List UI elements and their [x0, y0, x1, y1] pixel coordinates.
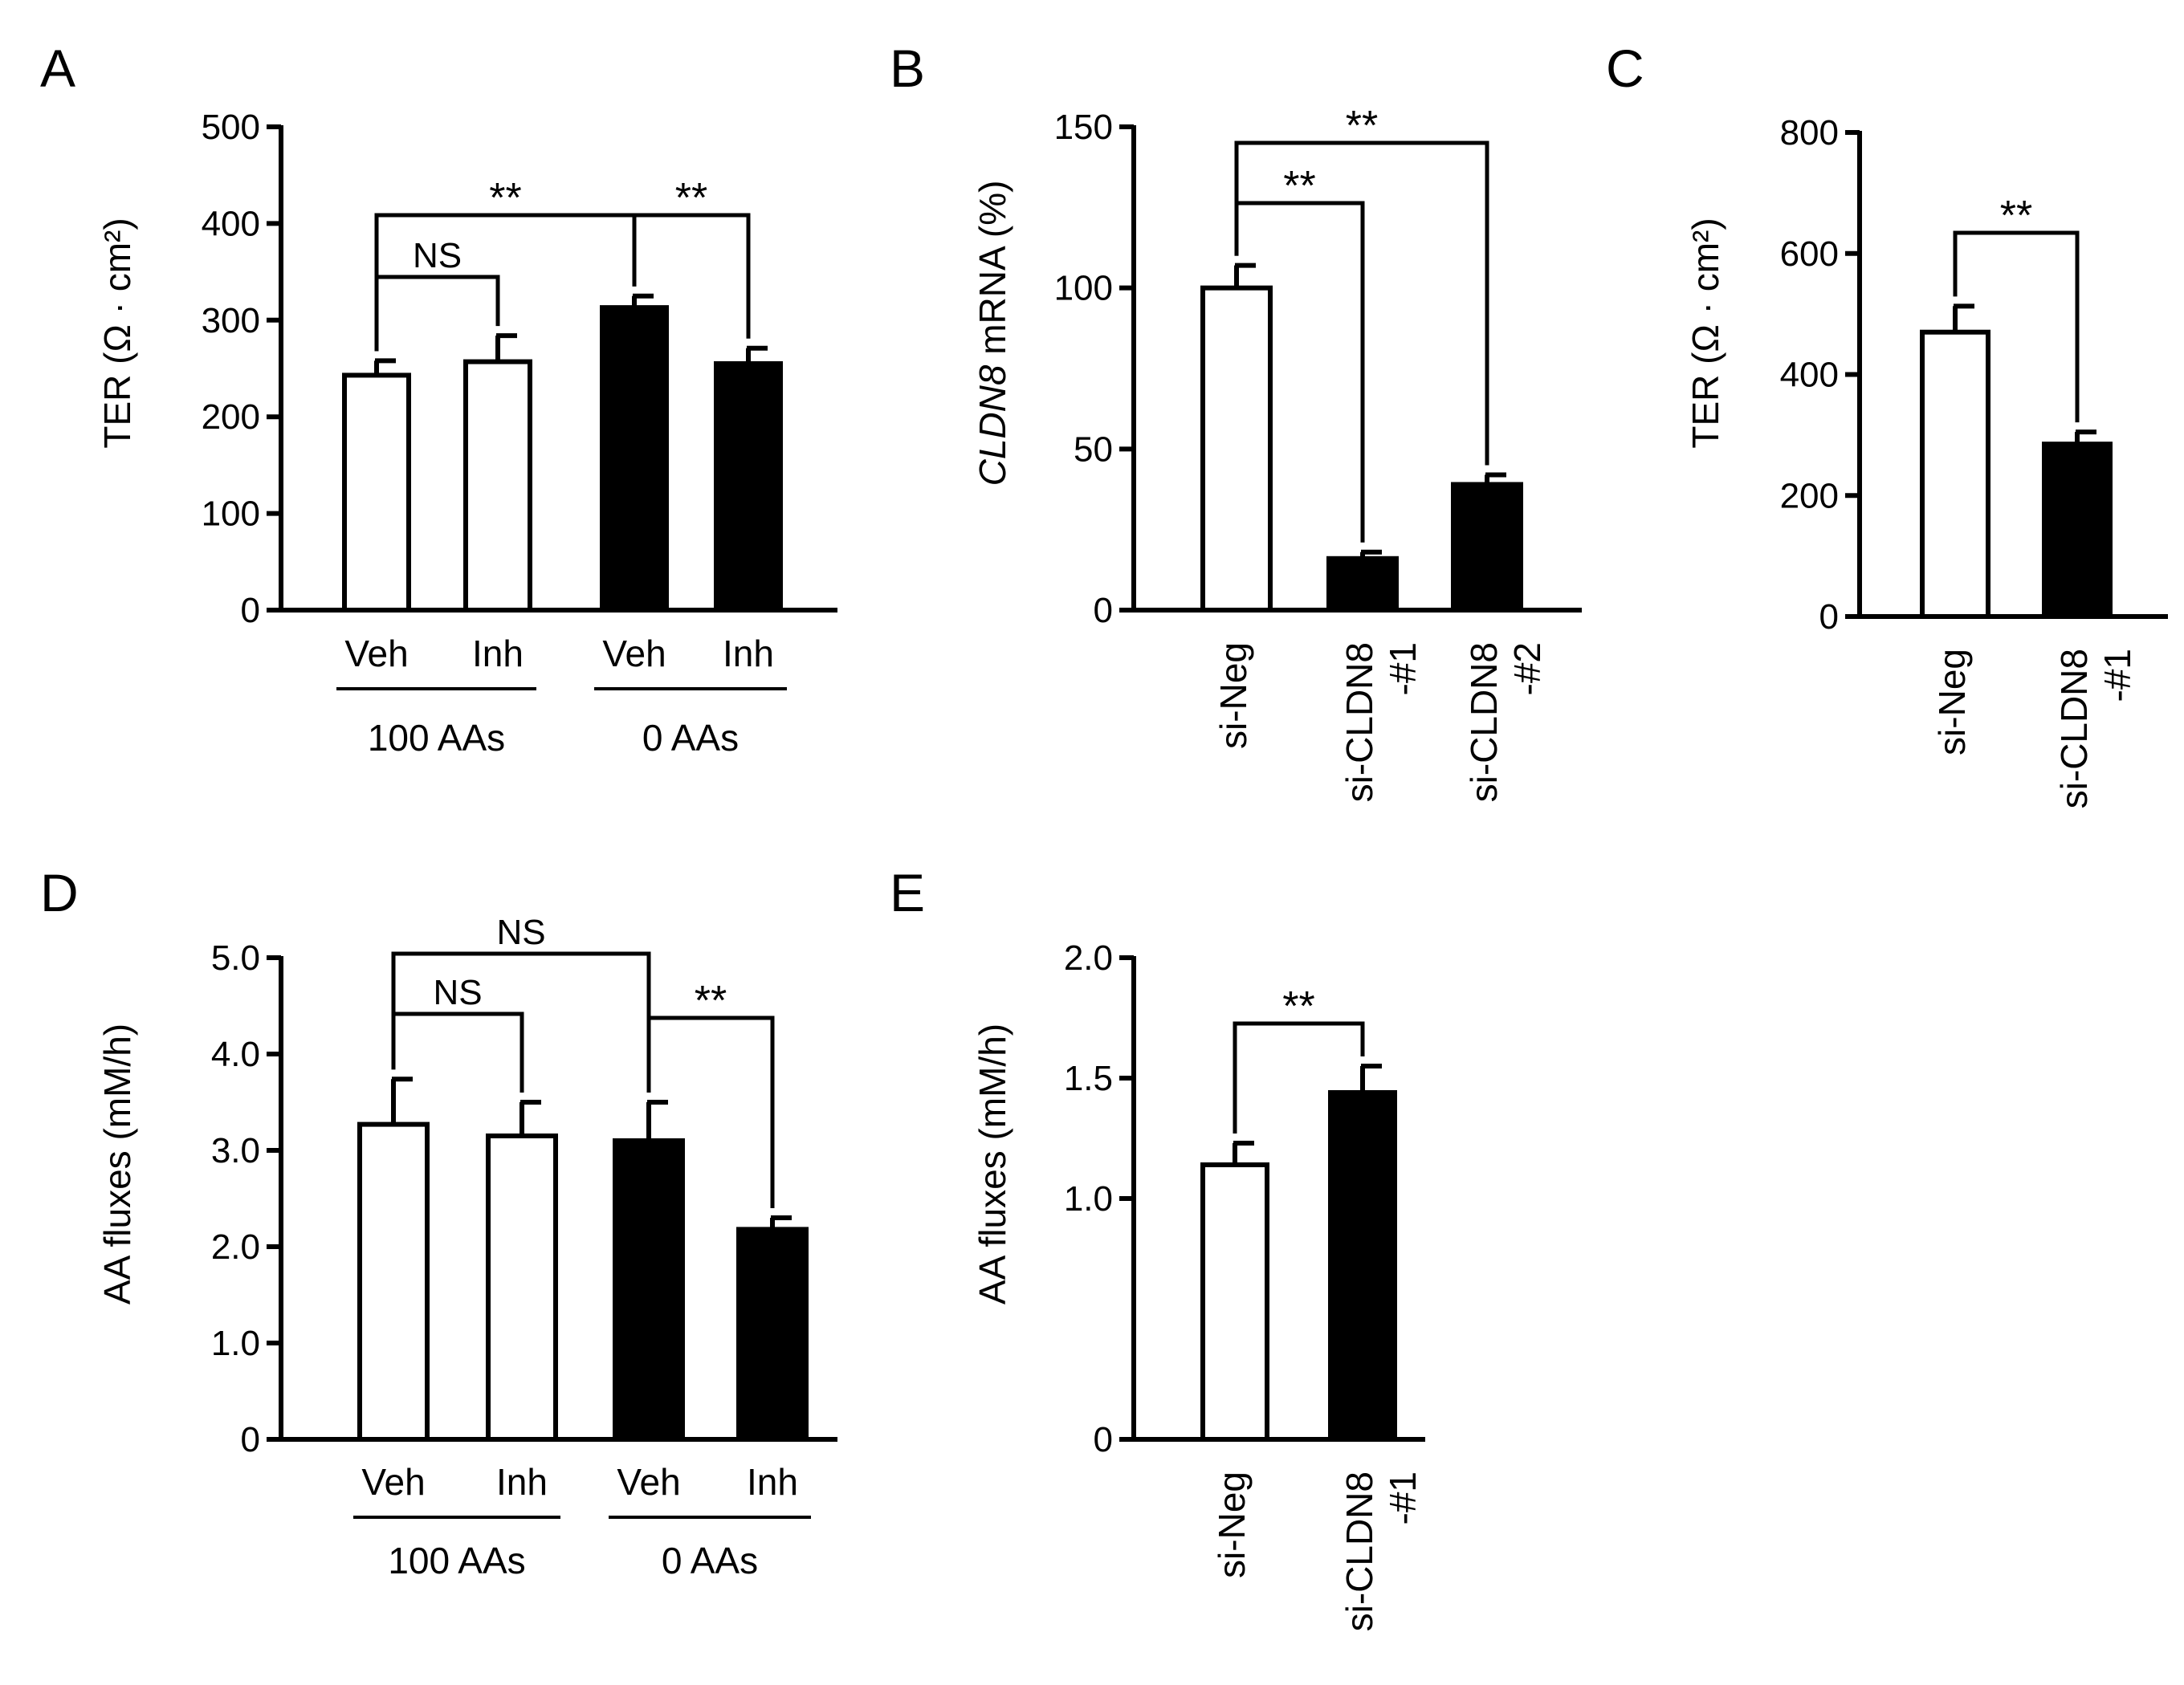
- panel-b-significance-label: **: [1346, 103, 1378, 149]
- panel-b-category-label: si-CLDN8: [1339, 642, 1380, 802]
- panel-a-y-tick-label: 400: [202, 204, 260, 243]
- panel-c-significance-bracket: [1953, 230, 2080, 423]
- panel-label-a: A: [40, 39, 75, 98]
- panel-e-y-tick-label: 0: [1094, 1420, 1113, 1459]
- panel-e-significance-bracket: [1233, 1021, 1365, 1134]
- panel-label-d: D: [40, 863, 79, 922]
- panel-d-significance-label: NS: [433, 973, 482, 1012]
- panel-a-y-tick-label: 100: [202, 495, 260, 534]
- panel-a-bar: [600, 305, 669, 613]
- panel-e-bar: [1200, 1162, 1269, 1442]
- panel-b-bar: [1326, 556, 1399, 613]
- panel-c-category-label: si-CLDN8: [2053, 649, 2095, 808]
- panel-b-y-tick-label: 150: [1054, 108, 1113, 147]
- panel-b-y-axis-rest: mRNA (%): [972, 181, 1013, 365]
- panel-b-y-axis-italic: CLDN8: [972, 364, 1013, 486]
- panel-b-y-axis-title: CLDN8 mRNA (%): [972, 181, 1013, 486]
- panel-d-y-tick-label: 3.0: [211, 1131, 260, 1170]
- panel-d-category-label: Veh: [361, 1461, 425, 1503]
- panel-a-category-label: Inh: [472, 633, 524, 674]
- panel-c-y-tick-label: 200: [1780, 476, 1839, 515]
- panel-c-y-tick-label: 800: [1780, 113, 1839, 153]
- panel-c-y-tick-label: 400: [1780, 356, 1839, 395]
- panel-c-bar: [2042, 442, 2113, 620]
- panel-a-significance-label: NS: [413, 236, 462, 275]
- panel-b-significance-bracket: [1234, 140, 1489, 466]
- panel-a-significance-bracket: [374, 275, 500, 352]
- panel-b-bar: [1200, 285, 1273, 613]
- panel-label-e: E: [890, 863, 925, 922]
- panel-a-category-label: Inh: [723, 633, 774, 674]
- panel-a-y-tick-label: 500: [202, 108, 260, 147]
- panel-d-bar: [357, 1121, 430, 1442]
- panel-c-chart: 0 200 400 600 800 si-Neg si-CLDN8 -#1 **: [1780, 113, 2168, 808]
- panel-d-significance-bracket: [646, 1015, 775, 1208]
- panel-a-significance-bracket: [632, 213, 751, 339]
- panel-b-y-tick-label: 0: [1094, 591, 1113, 630]
- panel-a-group-label: 100 AAs: [368, 717, 505, 759]
- panel-d-significance-label: **: [695, 978, 727, 1024]
- panel-b-category-label-2: -#1: [1382, 642, 1424, 695]
- panel-b-category-label-2: -#2: [1506, 642, 1548, 695]
- panel-b-y-tick-label: 50: [1074, 429, 1113, 469]
- panel-c-significance-label: **: [2000, 193, 2032, 239]
- panel-e-y-axis-title: AA fluxes (mM/h): [972, 1024, 1013, 1304]
- panel-c-y-axis-title: TER (Ω · cm²): [1685, 218, 1726, 448]
- panel-e-category-label-2: -#1: [1382, 1471, 1424, 1524]
- panel-d-category-label: Inh: [496, 1461, 548, 1503]
- panel-d-group-label: 0 AAs: [662, 1540, 758, 1581]
- panel-d-y-tick-label: 0: [241, 1420, 260, 1459]
- panel-d-y-axis-title: AA fluxes (mM/h): [96, 1024, 138, 1304]
- panel-a-bar: [342, 372, 411, 613]
- panel-c-bar: [1920, 329, 1990, 619]
- panel-d-chart: 0 1.0 2.0 3.0 4.0 5.0 Veh Inh Veh Inh 100 AAs 0 AAs…: [211, 913, 837, 1581]
- panel-a-y-tick-label: 200: [202, 397, 260, 437]
- panel-e-category-label: si-CLDN8: [1339, 1471, 1380, 1631]
- panel-c-category-label: si-Neg: [1931, 649, 1973, 755]
- panel-label-b: B: [890, 39, 925, 98]
- panel-c-category-label-2: -#1: [2096, 649, 2138, 702]
- panel-a-bar: [714, 360, 783, 613]
- panel-d-group-label: 100 AAs: [388, 1540, 525, 1581]
- panel-b-bar: [1451, 482, 1523, 613]
- panel-e-bar: [1328, 1090, 1397, 1442]
- panel-label-c: C: [1606, 39, 1644, 98]
- panel-c-y-tick-label: 600: [1780, 234, 1839, 274]
- panel-d-y-tick-label: 5.0: [211, 938, 260, 978]
- panel-a-chart: 0 100 200 300 400 500 Veh Inh Veh Inh 100 AAs 0 AAs…: [202, 108, 837, 759]
- panel-b-category-label: si-Neg: [1212, 642, 1254, 749]
- panel-a-y-axis-title: TER (Ω · cm²): [96, 218, 138, 448]
- panel-a-y-tick-label: 0: [241, 591, 260, 630]
- panel-a-significance-label: **: [489, 175, 521, 222]
- panel-b-category-label: si-CLDN8: [1463, 642, 1505, 802]
- panel-a-y-tick-label: 300: [202, 301, 260, 340]
- panel-a-significance-label: **: [675, 175, 707, 222]
- panel-a-group-label: 0 AAs: [642, 717, 739, 759]
- panel-e-y-tick-label: 1.5: [1064, 1059, 1113, 1098]
- panel-d-category-label: Inh: [747, 1461, 798, 1503]
- panel-d-y-tick-label: 1.0: [211, 1324, 260, 1363]
- panel-d-y-tick-label: 4.0: [211, 1035, 260, 1074]
- panel-e-category-label: si-Neg: [1211, 1471, 1253, 1578]
- panel-d-significance-label: NS: [496, 913, 545, 952]
- panel-e-y-tick-label: 2.0: [1064, 938, 1113, 978]
- panel-d-category-label: Veh: [617, 1461, 680, 1503]
- panel-a-bar: [463, 359, 532, 613]
- panel-d-bar: [736, 1227, 809, 1443]
- panel-c-y-tick-label: 0: [1819, 597, 1839, 637]
- panel-b-y-tick-label: 100: [1054, 269, 1113, 308]
- panel-d-bar: [486, 1134, 558, 1442]
- panel-a-category-label: Veh: [602, 633, 666, 674]
- panel-e-significance-label: **: [1282, 983, 1314, 1030]
- panel-d-y-tick-label: 2.0: [211, 1227, 260, 1267]
- panel-b-significance-label: **: [1283, 163, 1315, 210]
- panel-e-chart: 0 1.0 1.5 2.0 si-Neg si-CLDN8 -#1 **: [1064, 938, 1425, 1631]
- panel-e-y-tick-label: 1.0: [1064, 1179, 1113, 1219]
- panel-a-category-label: Veh: [344, 633, 408, 674]
- panel-d-bar: [613, 1138, 685, 1442]
